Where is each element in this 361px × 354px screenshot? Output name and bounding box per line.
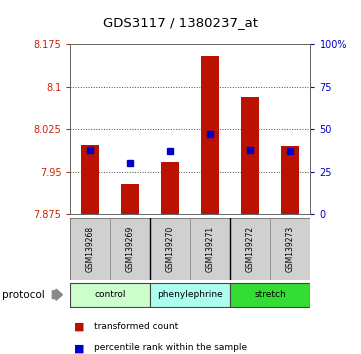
Bar [201,56,219,214]
Bar [191,218,230,280]
Text: GSM139273: GSM139273 [286,225,295,272]
Bar [270,218,310,280]
Text: stretch: stretch [255,290,286,299]
Bar [161,162,179,214]
Text: control: control [95,290,126,299]
Bar [230,218,270,280]
Text: GSM139270: GSM139270 [166,225,175,272]
Bar [70,283,151,307]
Bar [70,218,110,280]
Text: GSM139271: GSM139271 [206,225,215,272]
Bar [282,146,300,214]
Text: protocol: protocol [2,290,44,300]
Bar [242,97,260,214]
Bar [110,218,151,280]
Bar [151,283,230,307]
Bar [81,144,99,214]
Text: ■: ■ [74,322,84,332]
Bar [230,283,310,307]
Text: GDS3117 / 1380237_at: GDS3117 / 1380237_at [103,16,258,29]
Text: GSM139269: GSM139269 [126,225,135,272]
Text: percentile rank within the sample: percentile rank within the sample [94,343,247,352]
Text: GSM139272: GSM139272 [246,225,255,272]
Bar [121,184,139,214]
Text: transformed count: transformed count [94,322,178,331]
Bar [151,218,191,280]
Text: ■: ■ [74,343,84,353]
Text: phenylephrine: phenylephrine [157,290,223,299]
Text: GSM139268: GSM139268 [86,225,95,272]
